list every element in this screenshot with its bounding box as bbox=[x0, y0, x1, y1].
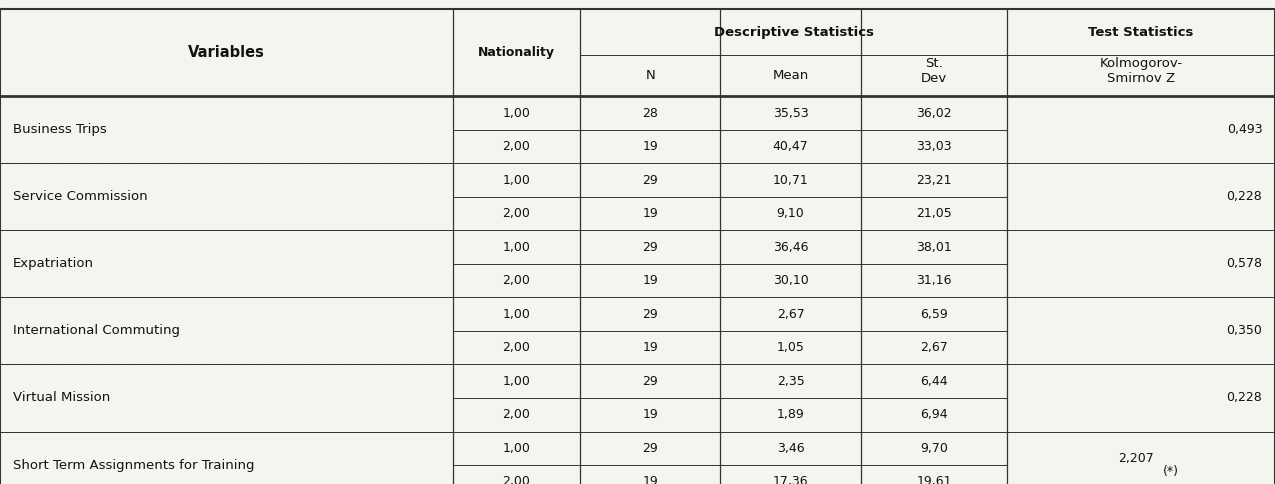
Text: 6,59: 6,59 bbox=[921, 308, 947, 321]
Text: 2,00: 2,00 bbox=[502, 408, 530, 421]
Text: St.
Dev: St. Dev bbox=[921, 57, 947, 85]
Text: 29: 29 bbox=[643, 375, 658, 388]
Text: Kolmogorov-
Smirnov Z: Kolmogorov- Smirnov Z bbox=[1099, 57, 1183, 85]
Text: International Commuting: International Commuting bbox=[13, 324, 180, 337]
Text: 19: 19 bbox=[643, 207, 658, 220]
Text: 1,89: 1,89 bbox=[776, 408, 805, 421]
Text: 2,00: 2,00 bbox=[502, 475, 530, 484]
Text: 0,578: 0,578 bbox=[1227, 257, 1262, 271]
Text: 1,00: 1,00 bbox=[502, 442, 530, 455]
Text: 2,00: 2,00 bbox=[502, 140, 530, 153]
Text: 2,67: 2,67 bbox=[776, 308, 805, 321]
Text: 0,493: 0,493 bbox=[1227, 123, 1262, 136]
Text: 2,00: 2,00 bbox=[502, 274, 530, 287]
Text: Business Trips: Business Trips bbox=[13, 123, 107, 136]
Text: 2,00: 2,00 bbox=[502, 207, 530, 220]
Text: 19: 19 bbox=[643, 140, 658, 153]
Text: 2,35: 2,35 bbox=[776, 375, 805, 388]
Text: 2,67: 2,67 bbox=[921, 341, 947, 354]
Text: 29: 29 bbox=[643, 308, 658, 321]
Text: 1,00: 1,00 bbox=[502, 106, 530, 120]
Text: 36,46: 36,46 bbox=[773, 241, 808, 254]
FancyBboxPatch shape bbox=[0, 9, 1275, 96]
Text: 19: 19 bbox=[643, 341, 658, 354]
Text: 19: 19 bbox=[643, 475, 658, 484]
Text: 6,94: 6,94 bbox=[921, 408, 947, 421]
Text: N: N bbox=[645, 69, 655, 82]
Text: 40,47: 40,47 bbox=[773, 140, 808, 153]
Text: 38,01: 38,01 bbox=[915, 241, 952, 254]
Text: 29: 29 bbox=[643, 174, 658, 187]
Text: 6,44: 6,44 bbox=[921, 375, 947, 388]
Text: 3,46: 3,46 bbox=[776, 442, 805, 455]
Text: Nationality: Nationality bbox=[478, 46, 555, 60]
Text: 1,00: 1,00 bbox=[502, 308, 530, 321]
Text: Test Statistics: Test Statistics bbox=[1089, 26, 1193, 39]
Text: 0,350: 0,350 bbox=[1227, 324, 1262, 337]
Text: 0,228: 0,228 bbox=[1227, 392, 1262, 405]
Text: Descriptive Statistics: Descriptive Statistics bbox=[714, 26, 873, 39]
Text: Short Term Assignments for Training: Short Term Assignments for Training bbox=[13, 458, 254, 471]
Text: 9,70: 9,70 bbox=[921, 442, 947, 455]
Text: 9,10: 9,10 bbox=[776, 207, 805, 220]
Text: 29: 29 bbox=[643, 442, 658, 455]
Text: Variables: Variables bbox=[187, 45, 265, 60]
Text: 31,16: 31,16 bbox=[917, 274, 951, 287]
Text: 29: 29 bbox=[643, 241, 658, 254]
Text: 35,53: 35,53 bbox=[773, 106, 808, 120]
Text: 1,00: 1,00 bbox=[502, 375, 530, 388]
Text: 21,05: 21,05 bbox=[915, 207, 952, 220]
Text: Mean: Mean bbox=[773, 69, 808, 82]
Text: 23,21: 23,21 bbox=[917, 174, 951, 187]
Text: 36,02: 36,02 bbox=[917, 106, 951, 120]
Text: 19,61: 19,61 bbox=[917, 475, 951, 484]
Text: 28: 28 bbox=[643, 106, 658, 120]
Text: 1,00: 1,00 bbox=[502, 174, 530, 187]
Text: (*): (*) bbox=[1163, 466, 1179, 478]
Text: 19: 19 bbox=[643, 274, 658, 287]
Text: 2,207: 2,207 bbox=[1118, 452, 1154, 465]
Text: 19: 19 bbox=[643, 408, 658, 421]
Text: 1,00: 1,00 bbox=[502, 241, 530, 254]
Text: 0,228: 0,228 bbox=[1227, 190, 1262, 203]
Text: 30,10: 30,10 bbox=[773, 274, 808, 287]
Text: 17,36: 17,36 bbox=[773, 475, 808, 484]
Text: 2,00: 2,00 bbox=[502, 341, 530, 354]
Text: Service Commission: Service Commission bbox=[13, 190, 148, 203]
Text: 1,05: 1,05 bbox=[776, 341, 805, 354]
Text: Virtual Mission: Virtual Mission bbox=[13, 392, 110, 405]
Text: 10,71: 10,71 bbox=[773, 174, 808, 187]
Text: Expatriation: Expatriation bbox=[13, 257, 94, 271]
Text: 33,03: 33,03 bbox=[917, 140, 951, 153]
